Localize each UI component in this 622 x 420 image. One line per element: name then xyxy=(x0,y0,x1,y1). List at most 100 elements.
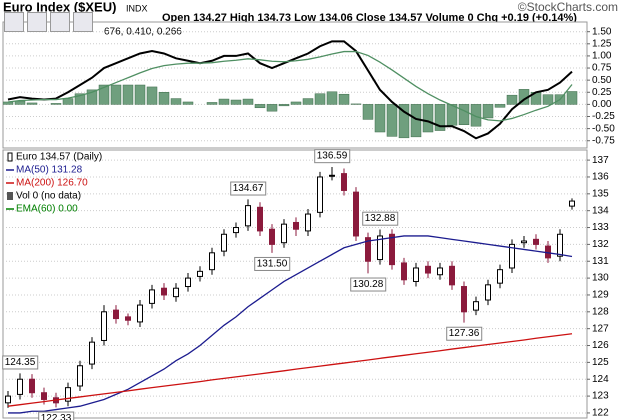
y-tick-label: 127 xyxy=(592,323,609,334)
candle-body xyxy=(533,238,539,245)
legend-label: Euro 134.57 (Daily) xyxy=(16,152,102,163)
title: Euro Index ($XEU) xyxy=(3,0,116,14)
legend-label: Vol 0 (no data) xyxy=(16,191,81,202)
quote: Open 134.27 High 134.73 Low 134.06 Close… xyxy=(162,12,577,24)
price-panel xyxy=(2,149,588,419)
candle-body xyxy=(389,233,395,266)
annotation-label: 136.59 xyxy=(317,151,348,162)
candle-body xyxy=(149,289,155,304)
candle-body xyxy=(449,265,455,286)
print-button[interactable] xyxy=(27,12,47,32)
y-tick-label: 136 xyxy=(592,172,609,183)
candle-body xyxy=(401,262,407,281)
annotation-box xyxy=(446,326,483,341)
candle-body xyxy=(77,365,83,387)
histogram-bar xyxy=(506,94,518,105)
histogram-bar xyxy=(62,98,74,105)
histogram-bar xyxy=(302,98,314,105)
candle-body xyxy=(509,243,515,269)
y-tick-label: 125 xyxy=(592,357,609,368)
annotation-label: 122.33 xyxy=(41,413,72,420)
histogram-bar xyxy=(422,104,434,133)
y-tick-label: 0.00 xyxy=(592,99,612,110)
histogram-bar xyxy=(386,104,398,137)
annotation-box xyxy=(350,277,387,292)
candle-body xyxy=(413,267,419,282)
annotation-box xyxy=(38,411,75,420)
annotation-box xyxy=(230,181,267,196)
histogram-bar xyxy=(170,98,182,105)
candle-body xyxy=(485,284,491,301)
settings-button[interactable] xyxy=(73,12,93,32)
candle-body xyxy=(29,378,35,394)
y-tick-label: 135 xyxy=(592,188,609,199)
candle-body xyxy=(101,311,107,341)
histogram-bar xyxy=(242,98,254,105)
candle-body xyxy=(305,213,311,232)
histogram-bar xyxy=(50,103,62,105)
plot-area xyxy=(3,159,587,414)
save-button[interactable] xyxy=(4,12,24,32)
candle-body xyxy=(137,304,143,323)
y-tick-label: 128 xyxy=(592,306,609,317)
candle-body xyxy=(521,240,527,244)
candle-body xyxy=(245,205,251,227)
histogram-bar xyxy=(434,104,446,131)
annotation-box xyxy=(362,211,399,226)
legend-label: MA(200) 126.70 xyxy=(16,178,88,189)
candle-body xyxy=(353,191,359,237)
histogram-bar xyxy=(494,104,506,108)
candle-body xyxy=(197,270,203,277)
histogram-bar xyxy=(230,99,242,105)
candle-body xyxy=(365,237,371,262)
candle-body xyxy=(257,206,263,232)
y-tick-label: 122 xyxy=(592,408,609,419)
histogram-bar xyxy=(266,104,278,112)
histogram-bar xyxy=(3,101,14,105)
legend-label: EMA(60) 0.00 xyxy=(16,204,78,215)
histogram-bar xyxy=(146,86,158,105)
annotation-label: 134.67 xyxy=(233,183,264,194)
histogram-bar xyxy=(338,93,350,105)
y-tick-label: 1.25 xyxy=(592,38,612,49)
candle-body xyxy=(161,287,167,296)
candle-body xyxy=(125,316,131,321)
candle-body xyxy=(557,233,563,257)
legend-icon xyxy=(7,152,13,162)
y-tick-label: 126 xyxy=(592,340,609,351)
candle-body xyxy=(89,341,95,365)
y-tick-label: 1.50 xyxy=(592,26,612,37)
histogram-bar xyxy=(482,104,494,119)
annotation-box xyxy=(254,256,291,271)
y-tick-label: -0.50 xyxy=(592,123,615,134)
candle-body xyxy=(41,392,47,400)
histogram-bar xyxy=(566,91,578,105)
y-tick-label: 0.50 xyxy=(592,75,612,86)
y-tick-label: 132 xyxy=(592,239,609,250)
candle-body xyxy=(173,287,179,298)
histogram-bar xyxy=(398,104,410,139)
candle-body xyxy=(317,176,323,213)
candle-body xyxy=(497,269,503,284)
y-tick-label: 130 xyxy=(592,273,609,284)
y-tick-label: 0.25 xyxy=(592,87,612,98)
macd-label: 676, 0.410, 0.266 xyxy=(104,27,182,38)
annotation-label: 130.28 xyxy=(353,279,384,290)
toolbar xyxy=(4,12,93,32)
candle-body xyxy=(377,235,383,261)
histogram-bar xyxy=(98,84,110,105)
histogram-bar xyxy=(182,101,194,105)
histogram-bar xyxy=(470,104,482,127)
histogram-bar xyxy=(122,84,134,105)
y-tick-label: 133 xyxy=(592,222,609,233)
candle-body xyxy=(5,395,11,404)
legend-label: MA(50) 131.28 xyxy=(16,165,83,176)
candle-body xyxy=(17,378,23,395)
email-button[interactable] xyxy=(50,12,70,32)
y-tick-label: 137 xyxy=(592,155,609,166)
annotation-label: 131.50 xyxy=(257,258,288,269)
histogram-bar xyxy=(326,91,338,105)
candle-body xyxy=(461,286,467,313)
